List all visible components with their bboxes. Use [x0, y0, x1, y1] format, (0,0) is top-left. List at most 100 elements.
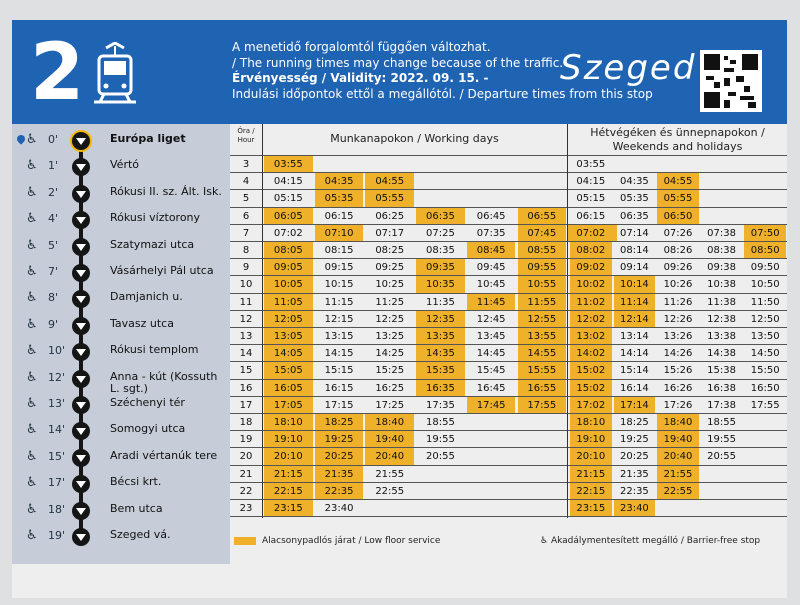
departure-time: 13:38: [707, 331, 736, 342]
departure-time: 04:15: [576, 176, 606, 188]
departure-time: 22:15: [264, 482, 313, 500]
stop-marker-icon: [72, 475, 90, 494]
stop-row[interactable]: ♿ 18' Bem utca: [12, 498, 230, 524]
departure-time: 06:05: [264, 207, 313, 225]
low-floor-swatch: [234, 536, 256, 545]
row-divider: [230, 241, 787, 242]
stop-marker-icon: [72, 528, 90, 546]
stop-minutes: 7': [48, 265, 59, 278]
departure-time: 21:15: [570, 465, 612, 483]
stop-name: Szeged vá.: [110, 528, 171, 541]
stop-name: Tavasz utca: [110, 316, 174, 330]
departure-time: 22:55: [375, 485, 405, 497]
stop-row[interactable]: ♿ 19' Szeged vá.: [12, 524, 230, 550]
stop-name: Aradi vértanúk tere: [110, 448, 218, 462]
row-divider: [230, 309, 787, 311]
departure-time: 21:35: [314, 465, 364, 483]
stop-marker-icon: [72, 211, 90, 230]
departure-time: 11:35: [426, 296, 455, 308]
stop-row[interactable]: ♿ 4' Rókusi víztorony: [12, 207, 230, 233]
stop-minutes: 17': [48, 476, 66, 490]
low-floor-label: Alacsonypadlós járat / Low floor service: [262, 536, 441, 546]
departure-time: 14:14: [619, 348, 649, 360]
stop-minutes: 0': [48, 133, 59, 146]
departure-time: 06:35: [416, 207, 465, 225]
departure-time: 07:17: [375, 227, 405, 239]
stop-row[interactable]: ♿ 12' Anna - kút (Kossuth L. sgt.): [12, 366, 230, 394]
wheelchair-icon: ♿: [26, 237, 38, 253]
stop-row[interactable]: ♿ 5' Szatymazi utca: [12, 234, 230, 260]
stop-row[interactable]: ♿ 2' Rókusi II. sz. Ált. Isk.: [12, 181, 230, 207]
departure-time: 20:10: [570, 448, 612, 466]
stop-row[interactable]: ♿ 13' Széchenyi tér: [12, 392, 230, 418]
departure-time: 07:26: [663, 227, 693, 239]
departure-time: 17:55: [517, 396, 567, 414]
row-divider: [230, 275, 787, 277]
departure-time: 20:40: [657, 448, 699, 466]
hour-cell: 19: [239, 434, 253, 446]
hour-cell: 5: [242, 193, 250, 205]
departure-time: 18:55: [707, 417, 736, 428]
departure-time: 10:15: [324, 279, 354, 291]
departure-time: 14:26: [663, 348, 693, 360]
departure-time: 19:40: [657, 431, 699, 449]
header-bar: 2 A menetidő forgalomtól függően változh…: [12, 20, 787, 124]
departure-time: 05:35: [619, 193, 649, 205]
row-divider: [230, 499, 787, 500]
departure-time: 15:38: [707, 365, 736, 377]
departure-time: 14:35: [416, 345, 465, 363]
row-divider: [230, 223, 787, 225]
wheelchair-icon: ♿: [26, 448, 38, 464]
hour-cell: 17: [239, 399, 253, 411]
departure-time: 19:10: [264, 431, 313, 449]
departure-time: 17:15: [324, 399, 354, 411]
stop-row[interactable]: ♿ 7' Vásárhelyi Pál utca: [12, 260, 230, 286]
wheelchair-icon: ♿: [26, 343, 38, 359]
stop-minutes: 14': [48, 423, 66, 437]
wheelchair-icon: ♿: [26, 290, 38, 306]
hour-cell: 6: [242, 210, 250, 222]
hour-cell: 14: [239, 348, 253, 360]
row-divider: [230, 189, 787, 191]
departure-time: 20:55: [707, 451, 736, 463]
departure-time: 08:15: [324, 245, 354, 256]
departure-time: 14:55: [517, 345, 567, 363]
departure-time: 15:50: [750, 365, 780, 377]
departure-time: 15:05: [264, 362, 313, 380]
departure-time: 06:25: [375, 210, 405, 222]
stop-row[interactable]: ♿ 1' Vértó: [12, 154, 230, 180]
stop-name: Somogyi utca: [110, 422, 186, 436]
departure-time: 12:26: [663, 313, 693, 325]
validity-line: Érvényesség / Validity: 2022. 09. 15. -: [232, 71, 489, 85]
departure-time: 06:45: [476, 210, 506, 222]
departure-time: 10:02: [570, 276, 612, 294]
stop-row[interactable]: ♿ 10' Rókusi templom: [12, 339, 230, 365]
departure-time: 08:02: [570, 242, 612, 259]
stop-row[interactable]: ♿ 14' Somogyi utca: [12, 418, 230, 444]
departure-time: 12:15: [324, 313, 354, 325]
departure-time: 09:15: [324, 262, 354, 274]
hour-cell: 13: [239, 331, 253, 342]
departure-time: 17:14: [613, 396, 656, 414]
departure-time: 07:14: [619, 227, 649, 239]
stop-row[interactable]: ♿ 17' Bécsi krt.: [12, 471, 230, 497]
departure-time: 11:26: [663, 296, 693, 308]
departure-time: 11:02: [570, 293, 612, 311]
hour-cell: 15: [239, 365, 253, 377]
departure-time: 22:35: [619, 485, 649, 497]
stop-name: Vásárhelyi Pál utca: [110, 264, 214, 277]
departure-time: 15:25: [375, 365, 405, 377]
departure-time: 12:14: [613, 310, 656, 328]
stop-marker-icon: [72, 396, 90, 414]
departure-time: 09:50: [750, 262, 780, 274]
stop-row[interactable]: ♿ 8' Damjanich u.: [12, 286, 230, 312]
stop-row[interactable]: ♿ 15' Aradi vértanúk tere: [12, 445, 230, 471]
wheelchair-icon: ♿: [26, 396, 38, 411]
stop-row[interactable]: ♿ 9' Tavasz utca: [12, 313, 230, 339]
qr-code[interactable]: [700, 50, 762, 112]
departure-time: 15:14: [619, 365, 649, 377]
stop-minutes: 12': [48, 370, 66, 384]
departure-time: 14:50: [750, 348, 780, 360]
departure-time: 17:02: [570, 396, 612, 414]
stop-row[interactable]: ♿ 0' Európa liget: [12, 128, 230, 154]
